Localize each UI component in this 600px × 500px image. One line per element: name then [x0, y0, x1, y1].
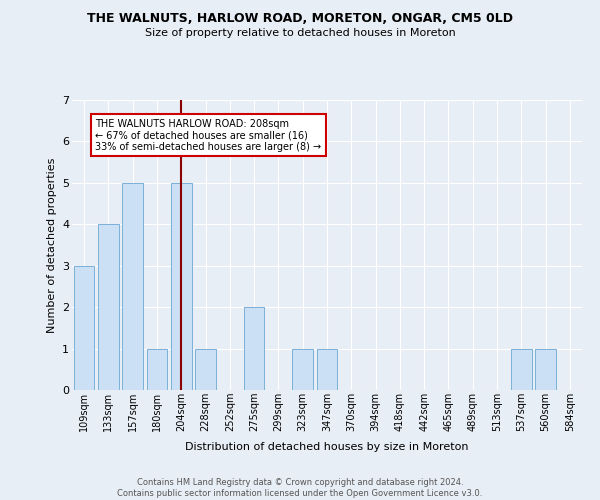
- Bar: [74, 266, 94, 390]
- Text: THE WALNUTS, HARLOW ROAD, MORETON, ONGAR, CM5 0LD: THE WALNUTS, HARLOW ROAD, MORETON, ONGAR…: [87, 12, 513, 26]
- Bar: [146, 348, 167, 390]
- Bar: [292, 348, 313, 390]
- Text: Size of property relative to detached houses in Moreton: Size of property relative to detached ho…: [145, 28, 455, 38]
- Bar: [244, 307, 265, 390]
- Bar: [535, 348, 556, 390]
- Bar: [122, 183, 143, 390]
- Bar: [171, 183, 191, 390]
- Y-axis label: Number of detached properties: Number of detached properties: [47, 158, 56, 332]
- Bar: [195, 348, 216, 390]
- Bar: [317, 348, 337, 390]
- Bar: [98, 224, 119, 390]
- Text: Distribution of detached houses by size in Moreton: Distribution of detached houses by size …: [185, 442, 469, 452]
- Text: Contains HM Land Registry data © Crown copyright and database right 2024.
Contai: Contains HM Land Registry data © Crown c…: [118, 478, 482, 498]
- Text: THE WALNUTS HARLOW ROAD: 208sqm
← 67% of detached houses are smaller (16)
33% of: THE WALNUTS HARLOW ROAD: 208sqm ← 67% of…: [95, 118, 321, 152]
- Bar: [511, 348, 532, 390]
